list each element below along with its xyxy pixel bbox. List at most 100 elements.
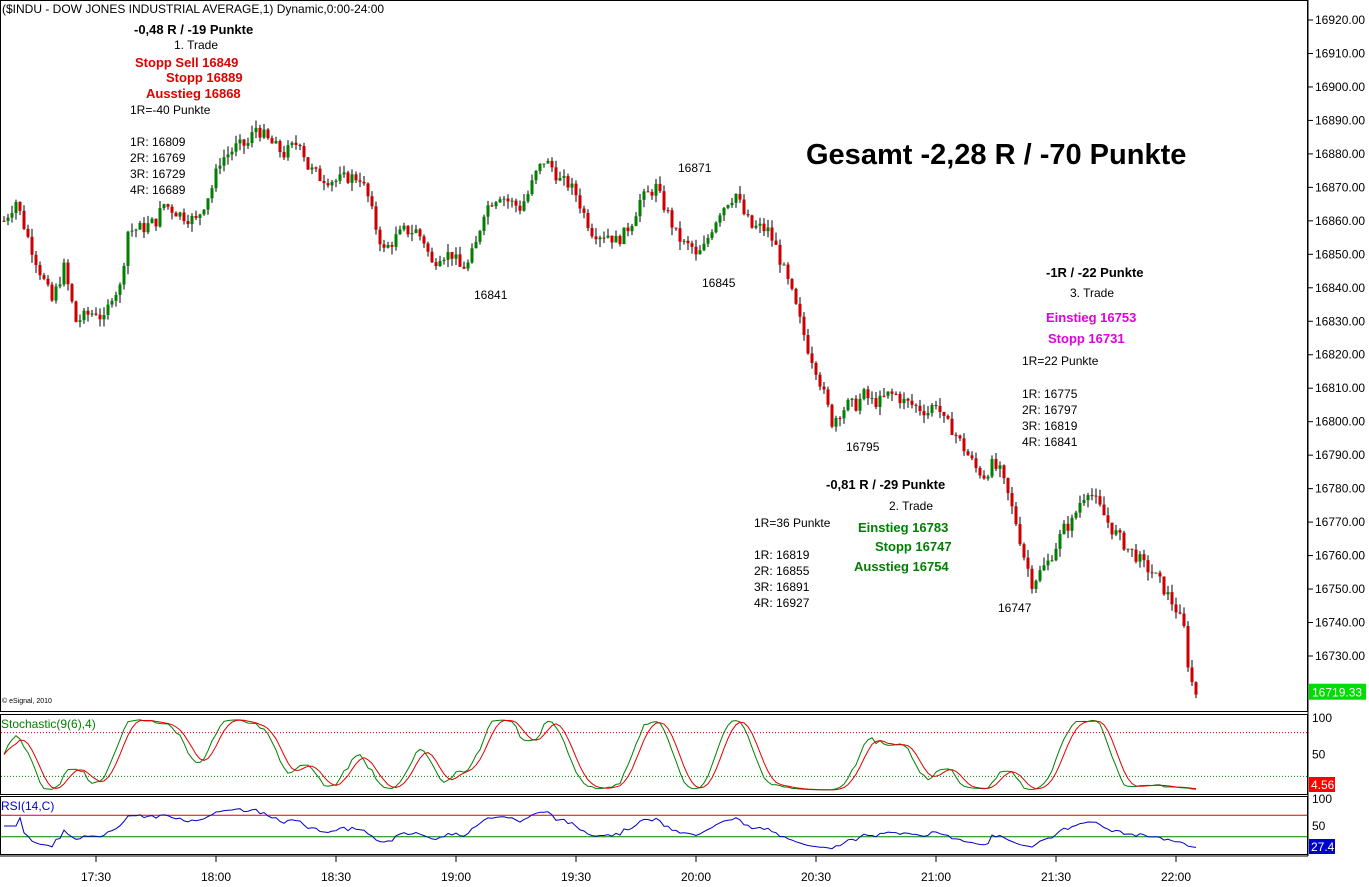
- candle-body: [218, 165, 222, 169]
- candle-body: [1014, 506, 1018, 525]
- candle-body: [390, 245, 394, 247]
- candle-body: [170, 206, 174, 213]
- candle-body: [518, 205, 522, 211]
- candle-body: [1050, 560, 1054, 562]
- candle-body: [866, 389, 870, 399]
- trade2-target-3: 3R: 16891: [754, 580, 810, 594]
- trade2-label: 2. Trade: [889, 499, 934, 513]
- candle-body: [1082, 500, 1086, 504]
- candle-body: [638, 199, 642, 217]
- candle-body: [126, 231, 130, 266]
- candle-body: [422, 236, 426, 244]
- candle-body: [1190, 667, 1194, 683]
- rsi-line: [4, 808, 1197, 850]
- candle-body: [554, 167, 558, 181]
- candle-body: [542, 163, 546, 165]
- candle-body: [18, 201, 22, 211]
- candle-body: [842, 410, 846, 419]
- trade3-targets: 1R: 16775 2R: 16797 3R: 16819 4R: 16841: [1022, 386, 1077, 450]
- candle-body: [482, 216, 486, 231]
- time-tick-label: 22:00: [1161, 870, 1191, 884]
- candle-body: [406, 225, 410, 235]
- candle-body: [370, 196, 374, 207]
- candle-body: [210, 188, 214, 199]
- candle-body: [942, 412, 946, 416]
- candle-body: [458, 254, 462, 267]
- stochastic-value-label: 4.56: [1311, 778, 1335, 792]
- stochastic-tick-label: 50: [1312, 748, 1326, 762]
- rsi-value-label: 27.4: [1311, 840, 1335, 854]
- candle-body: [1018, 524, 1022, 545]
- candle-body: [294, 142, 298, 145]
- candle-body: [342, 172, 346, 175]
- time-tick-label: 21:30: [1041, 870, 1071, 884]
- candle-body: [34, 254, 38, 265]
- candle-body: [66, 262, 70, 285]
- candle-body: [394, 234, 398, 247]
- candle-body: [1038, 570, 1042, 581]
- candle-body: [182, 212, 186, 222]
- candle-body: [990, 459, 994, 477]
- candle-body: [106, 304, 110, 315]
- candle-body: [466, 262, 470, 269]
- candle-body: [650, 191, 654, 196]
- candle-body: [250, 132, 254, 144]
- candle-body: [782, 264, 786, 266]
- candle-body: [1066, 523, 1070, 531]
- trade2-target-1: 1R: 16819: [754, 548, 810, 562]
- price-tick-label: 16830.00: [1315, 314, 1365, 328]
- candle-body: [266, 129, 270, 139]
- candle-body: [1174, 604, 1178, 613]
- candle-body: [146, 223, 150, 233]
- candle-body: [826, 389, 830, 405]
- candle-body: [586, 212, 590, 228]
- candle-body: [846, 399, 850, 411]
- candle-body: [626, 227, 630, 232]
- candle-body: [758, 223, 762, 226]
- candle-body: [806, 335, 810, 354]
- candle-body: [1122, 532, 1126, 550]
- candle-body: [22, 210, 26, 229]
- time-tick-label: 18:30: [321, 870, 351, 884]
- candle-body: [814, 362, 818, 375]
- candle-body: [310, 167, 314, 170]
- candle-body: [798, 303, 802, 317]
- candle-body: [234, 143, 238, 152]
- candle-body: [998, 465, 1002, 469]
- candle-body: [526, 194, 530, 202]
- candle-body: [462, 266, 466, 269]
- price-tick-label: 16900.00: [1315, 80, 1365, 94]
- candle-body: [926, 412, 930, 416]
- candle-body: [570, 183, 574, 188]
- time-axis: 17:30 18:00 18:30 19:00 19:30 20:00 20:30 21:00…: [0, 855, 1308, 884]
- candle-body: [346, 172, 350, 183]
- swing-label-16845: 16845: [702, 276, 736, 290]
- candle-body: [878, 395, 882, 407]
- stochastic-value-box: [1309, 777, 1335, 792]
- trade3-r-size: 1R=22 Punkte: [1022, 354, 1099, 368]
- candle-body: [974, 458, 978, 468]
- candle-body: [606, 235, 610, 238]
- candle-body: [194, 215, 198, 218]
- candle-body: [918, 405, 922, 412]
- candle-body: [142, 223, 146, 233]
- trade2-targets: 1R: 16819 2R: 16855 3R: 16891 4R: 16927: [754, 547, 809, 611]
- price-tick-label: 16770.00: [1315, 515, 1365, 529]
- candle-body: [726, 205, 730, 208]
- candle-body: [722, 207, 726, 216]
- candle-body: [174, 212, 178, 217]
- candle-body: [522, 201, 526, 211]
- candle-body: [714, 222, 718, 233]
- candle-body: [718, 215, 722, 223]
- price-tick-label: 16790.00: [1315, 448, 1365, 462]
- trade3-stopp: Stopp 16731: [1048, 331, 1125, 346]
- candle-body: [818, 374, 822, 387]
- candle-body: [634, 216, 638, 226]
- candle-body: [690, 243, 694, 247]
- candle-body: [258, 127, 262, 138]
- candle-body: [662, 191, 666, 211]
- candle-body: [206, 198, 210, 210]
- candle-body: [654, 183, 658, 196]
- stochastic-panel: 100 50 4.56: [1, 711, 1335, 792]
